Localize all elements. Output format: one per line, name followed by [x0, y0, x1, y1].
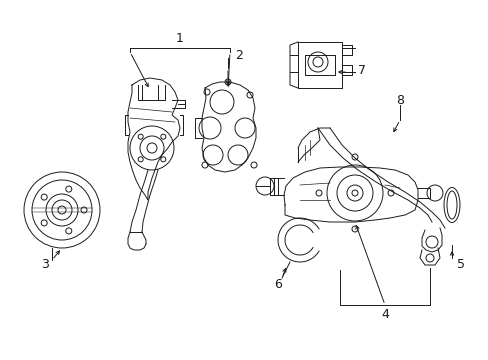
Text: 5: 5 — [456, 258, 464, 271]
Text: 3: 3 — [41, 258, 49, 271]
Text: 4: 4 — [380, 309, 388, 321]
Text: 7: 7 — [357, 63, 365, 77]
Text: 2: 2 — [235, 49, 243, 62]
Text: 8: 8 — [395, 94, 403, 107]
Text: 6: 6 — [273, 279, 282, 292]
Text: 1: 1 — [176, 32, 183, 45]
